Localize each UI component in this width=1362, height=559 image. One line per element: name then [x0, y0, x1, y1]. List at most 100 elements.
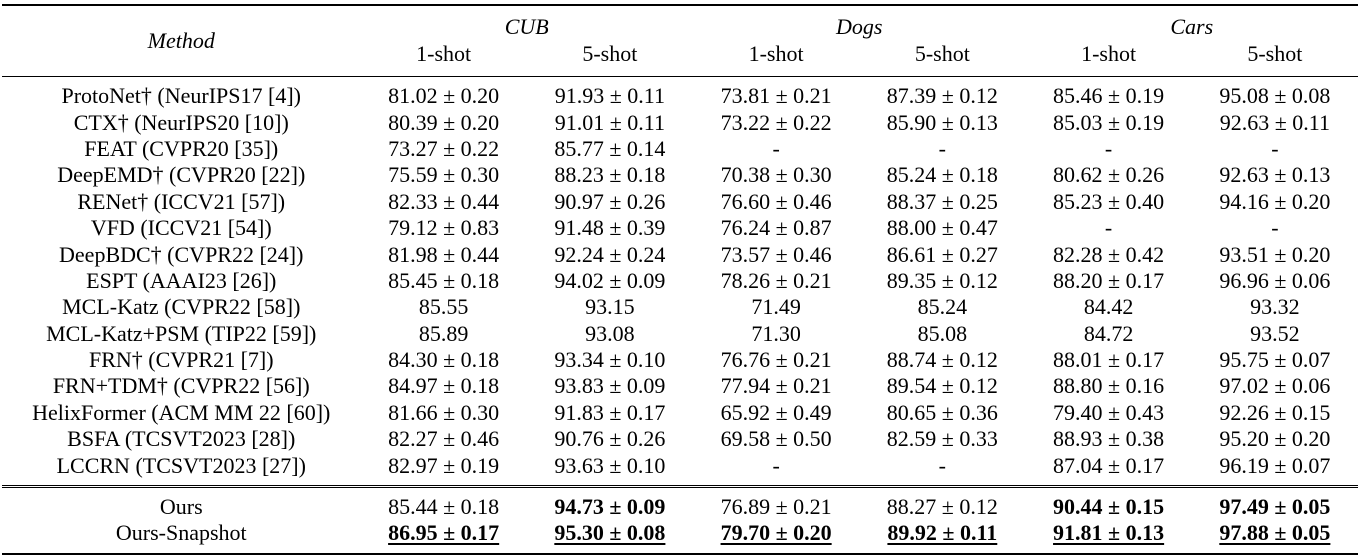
- table-row: CTX† (NeurIPS20 [10]) 80.39 ± 0.20 91.01 ±…: [2, 109, 1358, 135]
- value-cell: 93.52: [1250, 320, 1300, 346]
- value-cell: 91.93 ± 0.11: [554, 83, 665, 109]
- value-cell: 85.08: [917, 320, 968, 346]
- value-cell: 89.35 ± 0.12: [886, 267, 998, 293]
- method-cell: CTX† (NeurIPS20 [10]): [73, 109, 289, 135]
- value-cell: 78.26 ± 0.21: [720, 267, 832, 293]
- value-cell: 76.89 ± 0.21: [693, 486, 859, 520]
- value-text: 91.81 ± 0.13: [1053, 520, 1165, 546]
- value-cell: 93.63 ± 0.10: [554, 452, 666, 478]
- shot-header: 5-shot: [914, 41, 970, 66]
- value-text: 88.27 ± 0.12: [886, 494, 998, 520]
- value-cell: 92.63 ± 0.11: [1219, 109, 1330, 135]
- value-cell: 80.62 ± 0.26: [1053, 162, 1165, 188]
- shot-header: 1-shot: [748, 41, 804, 66]
- value-cell: 93.32: [1250, 294, 1300, 320]
- value-cell: 96.19 ± 0.07: [1219, 452, 1331, 478]
- shot-header: 1-shot: [416, 41, 472, 66]
- table-row: RENet† (ICCV21 [57]) 82.33 ± 0.44 90.97 ± …: [2, 189, 1358, 215]
- table-row: MCL-Katz (CVPR22 [58]) 85.55 93.15 71.49 85.…: [2, 294, 1358, 320]
- value-cell: 75.59 ± 0.30: [388, 162, 500, 188]
- value-cell: -: [1104, 215, 1113, 241]
- value-cell: -: [1104, 135, 1113, 161]
- value-cell: 76.76 ± 0.21: [720, 347, 832, 373]
- value-cell: 90.76 ± 0.26: [554, 426, 666, 452]
- value-cell: 71.30: [751, 320, 801, 346]
- value-text: 79.70 ± 0.20: [720, 520, 832, 546]
- value-cell: 85.44 ± 0.18: [361, 486, 527, 520]
- method-cell: FEAT (CVPR20 [35]): [84, 135, 279, 161]
- shot-header: 5-shot: [1247, 41, 1303, 66]
- value-cell: 85.03 ± 0.19: [1053, 109, 1165, 135]
- value-cell: -: [772, 135, 780, 161]
- value-cell: 91.83 ± 0.17: [554, 399, 666, 425]
- value-cell: 94.02 ± 0.09: [554, 267, 666, 293]
- value-text: 97.88 ± 0.05: [1219, 520, 1331, 546]
- value-cell: -: [1271, 135, 1279, 161]
- value-cell: 73.22 ± 0.22: [720, 109, 832, 135]
- value-cell: 69.58 ± 0.50: [720, 426, 832, 452]
- method-cell: VFD (ICCV21 [54]): [90, 215, 272, 241]
- value-cell: -: [772, 452, 780, 478]
- group-header-dogs: Dogs: [836, 14, 883, 39]
- value-cell: 96.96 ± 0.06: [1219, 267, 1331, 293]
- value-cell: 93.83 ± 0.09: [554, 373, 666, 399]
- method-cell: LCCRN (TCSVT2023 [27]): [56, 452, 306, 478]
- value-cell: 81.66 ± 0.30: [388, 399, 500, 425]
- value-cell: 88.20 ± 0.17: [1053, 267, 1165, 293]
- table-row: ESPT (AAAI23 [26]) 85.45 ± 0.18 94.02 ± 0.…: [2, 268, 1358, 294]
- value-cell: -: [1271, 215, 1279, 241]
- value-cell: 85.77 ± 0.14: [554, 135, 666, 161]
- method-cell: ESPT (AAAI23 [26]): [86, 267, 277, 293]
- table-row: BSFA (TCSVT2023 [28]) 82.27 ± 0.46 90.76 ±…: [2, 426, 1358, 452]
- value-cell: 77.94 ± 0.21: [720, 373, 832, 399]
- value-cell: 88.93 ± 0.38: [1053, 426, 1165, 452]
- value-cell: 88.80 ± 0.16: [1053, 373, 1165, 399]
- table-header: Method CUB Dogs Cars 1-shot 5-shot 1-sho…: [2, 5, 1358, 77]
- method-cell: MCL-Katz (CVPR22 [58]): [62, 294, 301, 320]
- value-text: 94.73 ± 0.09: [554, 494, 666, 520]
- value-cell: 85.46 ± 0.19: [1053, 83, 1165, 109]
- value-cell: 80.65 ± 0.36: [886, 399, 998, 425]
- value-text: 90.44 ± 0.15: [1053, 494, 1165, 520]
- value-cell: 87.04 ± 0.17: [1053, 452, 1165, 478]
- value-cell: 88.00 ± 0.47: [886, 215, 998, 241]
- value-cell: 92.63 ± 0.13: [1219, 162, 1331, 188]
- value-cell: 85.24: [917, 294, 968, 320]
- value-cell: 79.12 ± 0.83: [388, 215, 500, 241]
- value-cell: 88.23 ± 0.18: [554, 162, 666, 188]
- value-cell: 88.01 ± 0.17: [1053, 347, 1165, 373]
- value-cell: 95.20 ± 0.20: [1219, 426, 1331, 452]
- value-cell: 95.30 ± 0.08: [527, 520, 693, 553]
- value-cell: 94.16 ± 0.20: [1219, 188, 1331, 214]
- value-cell: 88.27 ± 0.12: [859, 486, 1025, 520]
- value-cell: 95.75 ± 0.07: [1219, 347, 1331, 373]
- value-cell: 89.92 ± 0.11: [859, 520, 1025, 553]
- table-row: FRN† (CVPR21 [7]) 84.30 ± 0.18 93.34 ± 0.1…: [2, 347, 1358, 373]
- value-cell: 95.08 ± 0.08: [1219, 83, 1331, 109]
- table-row: ProtoNet† (NeurIPS17 [4]) 81.02 ± 0.20 91.…: [2, 76, 1358, 110]
- value-cell: 82.97 ± 0.19: [388, 452, 500, 478]
- table-row: VFD (ICCV21 [54]) 79.12 ± 0.83 91.48 ± 0.3…: [2, 215, 1358, 241]
- value-text: 85.44 ± 0.18: [388, 494, 500, 520]
- value-cell: -: [938, 135, 946, 161]
- value-cell: 92.24 ± 0.24: [554, 241, 666, 267]
- value-cell: 91.81 ± 0.13: [1025, 520, 1191, 553]
- table-row: FEAT (CVPR20 [35]) 73.27 ± 0.22 85.77 ± 0.…: [2, 136, 1358, 162]
- table-body: ProtoNet† (NeurIPS17 [4]) 81.02 ± 0.20 91.…: [2, 76, 1358, 487]
- value-cell: 97.88 ± 0.05: [1192, 520, 1358, 553]
- method-cell: FRN† (CVPR21 [7]): [88, 347, 274, 373]
- value-cell: 97.02 ± 0.06: [1219, 373, 1331, 399]
- value-cell: 89.54 ± 0.12: [886, 373, 998, 399]
- value-cell: 85.90 ± 0.13: [886, 109, 998, 135]
- value-cell: 90.97 ± 0.26: [554, 188, 666, 214]
- method-cell: HelixFormer (ACM MM 22 [60]): [32, 399, 331, 425]
- value-cell: 91.48 ± 0.39: [554, 215, 666, 241]
- value-cell: 80.39 ± 0.20: [388, 109, 500, 135]
- table-row: HelixFormer (ACM MM 22 [60]) 81.66 ± 0.30…: [2, 400, 1358, 426]
- method-column-header: Method: [147, 28, 215, 53]
- group-header-cub: CUB: [504, 14, 549, 39]
- value-cell: 93.51 ± 0.20: [1219, 241, 1331, 267]
- method-cell: BSFA (TCSVT2023 [28]): [67, 426, 296, 452]
- value-cell: 76.24 ± 0.87: [720, 215, 832, 241]
